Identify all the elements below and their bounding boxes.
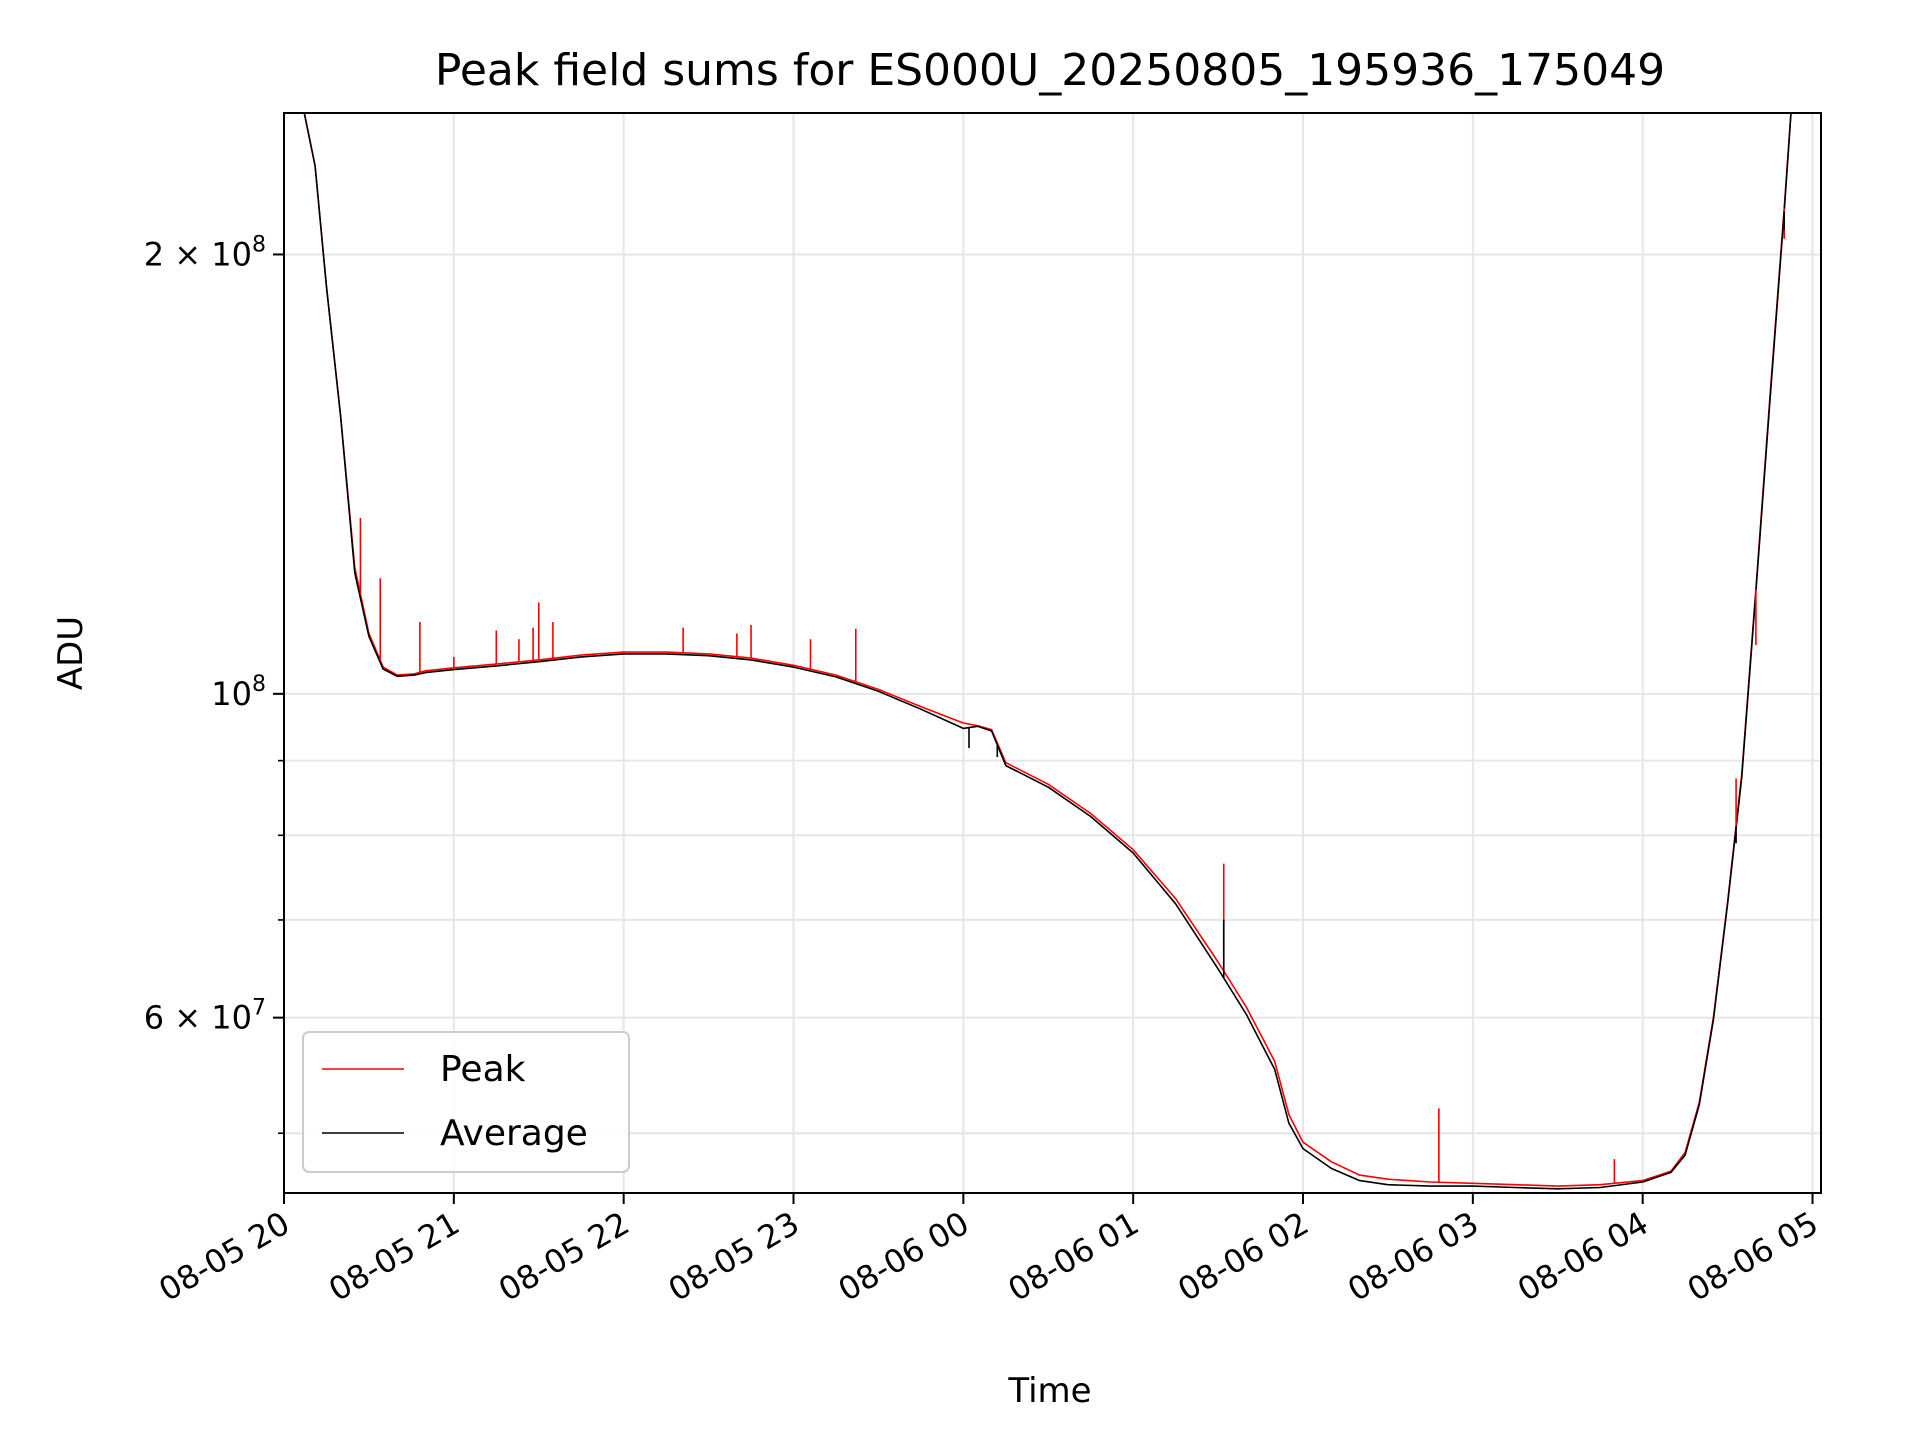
plot-area xyxy=(303,113,1792,1190)
series-line-peak xyxy=(303,113,1792,1187)
y-tick-label: 6 × 107 xyxy=(144,996,266,1037)
legend-box xyxy=(302,1031,630,1173)
y-tick-exponent: 7 xyxy=(252,996,266,1021)
grid xyxy=(283,113,1821,1193)
y-axis-label: ADU xyxy=(51,616,91,690)
legend: Peak Average xyxy=(302,1031,630,1173)
legend-label-peak: Peak xyxy=(440,1049,526,1090)
y-tick-exponent: 8 xyxy=(252,672,266,697)
chart-title: Peak field sums for ES000U_20250805_1959… xyxy=(435,45,1665,96)
legend-label-average: Average xyxy=(440,1113,588,1154)
y-tick-label: 108 xyxy=(211,672,266,713)
axes-frame xyxy=(283,112,1822,1194)
y-tick-label: 2 × 108 xyxy=(144,232,266,273)
x-axis-label: Time xyxy=(1007,1371,1091,1411)
y-tick-base: 2 × 10 xyxy=(144,235,252,273)
series-line-average xyxy=(303,113,1792,1190)
y-tick-base: 6 × 10 xyxy=(144,999,252,1037)
y-tick-exponent: 8 xyxy=(252,232,266,257)
series-group xyxy=(303,113,1792,1190)
y-tick-base: 10 xyxy=(211,675,252,713)
